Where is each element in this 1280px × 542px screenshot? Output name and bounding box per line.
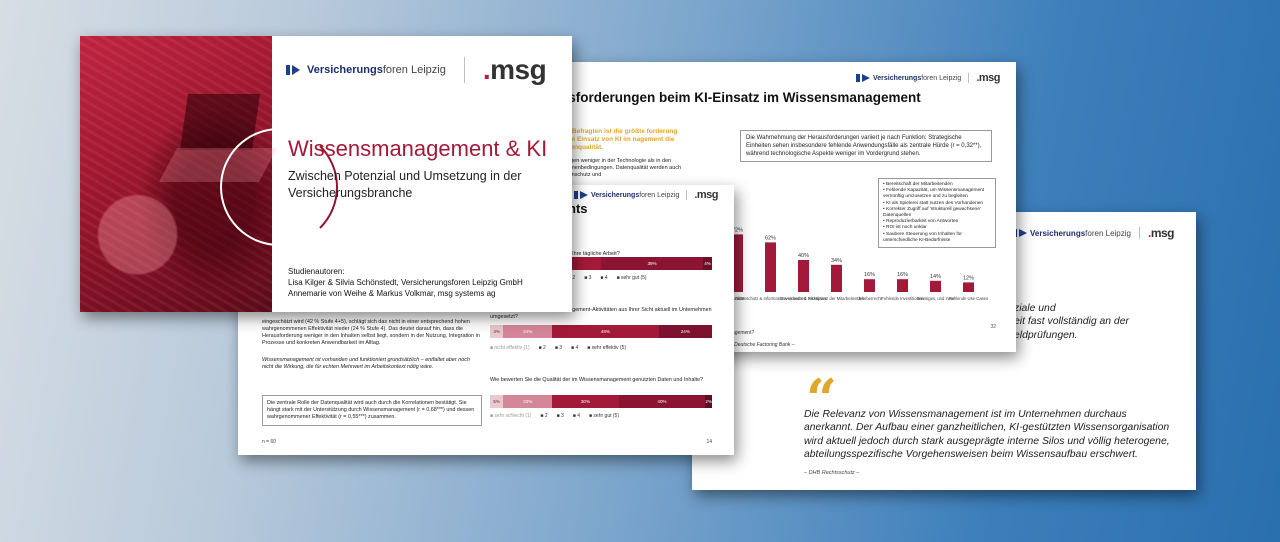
q1-segment-4: 39% bbox=[601, 257, 704, 270]
quote-peek-text: ziale und eit fast vollständig an der el… bbox=[1014, 303, 1129, 341]
chart-insight-box: Die Wahrnehmung der Herausforderungen va… bbox=[740, 130, 992, 162]
bar-category-label: Akzeptanz der Mitarbeitenden bbox=[809, 296, 865, 301]
msg-logo: .msg bbox=[482, 54, 547, 85]
bar bbox=[732, 234, 743, 292]
legend-item: Reproduzierbarkeit von Antworten bbox=[883, 219, 991, 225]
bar bbox=[765, 242, 776, 292]
legend-item: KI als Spielerei statt nutzen des Vorhan… bbox=[883, 201, 991, 207]
cover-logo-row: Versicherungsforen Leipzig .msg bbox=[286, 54, 547, 86]
chart-key-finding: der Befragten ist die größte forderung b… bbox=[560, 128, 678, 151]
versicherungsforen-logo-icon bbox=[286, 65, 304, 75]
survey-page-logo: Versicherungsforen Leipzig .msg bbox=[573, 189, 719, 201]
bar bbox=[930, 280, 941, 292]
bar bbox=[963, 282, 974, 292]
bar-category-label: Datenschutz & Informations-sicherheit bbox=[735, 296, 807, 301]
q2-segment-1: 3% bbox=[490, 325, 504, 338]
q3-segment-3: 30% bbox=[552, 395, 619, 408]
bar-value-label: 16% bbox=[897, 272, 908, 278]
bar-category-label: qualität bbox=[731, 296, 745, 301]
survey-page-title: nts bbox=[568, 201, 588, 216]
sonstiges-legend-box: Bereitschaft der MitarbeitendenFehlende … bbox=[878, 178, 996, 249]
quote-text: Die Relevanz von Wissensmanagement ist i… bbox=[804, 409, 1170, 461]
bar-value-label: 62% bbox=[765, 235, 776, 241]
question-2-scale: nicht effektiv (1) 2 3 4 sehr effektiv (… bbox=[490, 345, 626, 351]
bar-category-label: Urheberrecht bbox=[857, 296, 882, 301]
q3-segment-1: 5% bbox=[490, 395, 504, 408]
legend-item: Korrekter Zugriff auf 'strukturell gewac… bbox=[883, 207, 991, 219]
question-2-bar: 3% 24% 48% 24% bbox=[490, 325, 712, 338]
bar-category-label: Fehlende Investitionen bbox=[881, 296, 924, 301]
q3-segment-5: 2% bbox=[705, 395, 712, 408]
legend-item: ROI ist noch unklar bbox=[883, 225, 991, 231]
q2-segment-4: 24% bbox=[658, 325, 712, 338]
page-number: 32 bbox=[990, 324, 996, 330]
chart-question: agement? bbox=[732, 330, 755, 336]
versicherungsforen-logo: Versicherungsforen Leipzig bbox=[307, 64, 446, 76]
cover-authors: Studienautoren: Lisa Kilger & Silvia Sch… bbox=[288, 267, 523, 298]
bar-category-label: Sonstiges, und zwar bbox=[917, 296, 955, 301]
chart-page-title: usforderungen beim KI-Einsatz im Wissens… bbox=[560, 90, 921, 105]
versicherungsforen-logo-icon bbox=[855, 74, 870, 82]
bar-value-label: 34% bbox=[831, 258, 842, 264]
q1-segment-5: 4% bbox=[703, 257, 712, 270]
bar bbox=[897, 279, 908, 292]
page-number: 14 bbox=[706, 439, 712, 445]
bar-category-label: Governance & Richtlinien bbox=[780, 296, 828, 301]
q2-segment-2: 24% bbox=[503, 325, 553, 338]
bar-value-label: 16% bbox=[864, 272, 875, 278]
chart-body-text: e liegen weniger in der Technologie als … bbox=[560, 158, 682, 178]
legend-item: Fehlende Kapazität, um Wissensmanagement… bbox=[883, 188, 991, 200]
quote-source: – DHB Rechtsschutz – bbox=[804, 470, 860, 476]
quote-page-logo: Versicherungsforen Leipzig .msg bbox=[1013, 226, 1175, 240]
bar bbox=[831, 264, 842, 292]
question-3-bar: 5% 23% 30% 40% 2% bbox=[490, 395, 712, 408]
cover-circle-accent bbox=[220, 128, 338, 246]
question-1-scale: 2 3 4 sehr gut (5) bbox=[568, 275, 646, 281]
msg-logo: .msg bbox=[1147, 226, 1175, 240]
challenges-bar-chart: 72% qualität 62% Datenschutz & Informations… bbox=[731, 227, 988, 301]
sample-size: n = 60 bbox=[262, 439, 277, 445]
question-2-label: Wie effektiv werden Wissensmanagement-Ak… bbox=[490, 307, 712, 320]
bar-category-label: Fehlende Use Cases bbox=[949, 296, 988, 301]
survey-body-text: eingeschätzt wird (42 % Stufe 4+5), schl… bbox=[262, 319, 480, 346]
bar bbox=[864, 279, 875, 292]
bar-value-label: 14% bbox=[930, 274, 941, 280]
cover-title: Wissensmanagement & KI bbox=[288, 136, 548, 161]
cover-subtitle: Zwischen Potenzial und Umsetzung in der … bbox=[288, 169, 522, 200]
bar-value-label: 72% bbox=[732, 227, 743, 233]
survey-correlation-box: Die zentrale Rolle der Datenqualität wir… bbox=[262, 395, 482, 426]
chart-page-logo: Versicherungsforen Leipzig .msg bbox=[855, 72, 1001, 84]
versicherungsforen-logo-icon bbox=[573, 191, 588, 199]
msg-logo: .msg bbox=[976, 72, 1000, 84]
chart-source: – Deutsche Factoring Bank – bbox=[730, 342, 795, 348]
q2-segment-3: 48% bbox=[552, 325, 659, 338]
bar bbox=[798, 260, 809, 292]
cover-page: Versicherungsforen Leipzig .msg Wissensm… bbox=[80, 36, 572, 312]
legend-item: Saubere Steuerung von Inhalten für unter… bbox=[883, 232, 991, 244]
survey-conclusion-text: Wissensmanagement ist vorhanden und funk… bbox=[262, 357, 470, 370]
question-3-label: Wie bewerten Sie die Qualität der im Wis… bbox=[490, 377, 704, 383]
question-3-scale: sehr schlecht (1) 2 3 4 sehr gut (5) bbox=[490, 413, 619, 419]
legend-item: Bereitschaft der Mitarbeitenden bbox=[883, 182, 991, 188]
bar-value-label: 12% bbox=[963, 275, 974, 281]
bar-value-label: 40% bbox=[798, 253, 809, 259]
quote-mark-icon: “ bbox=[806, 367, 838, 431]
q3-segment-2: 23% bbox=[503, 395, 553, 408]
msg-logo: .msg bbox=[694, 189, 718, 201]
q3-segment-4: 40% bbox=[618, 395, 706, 408]
